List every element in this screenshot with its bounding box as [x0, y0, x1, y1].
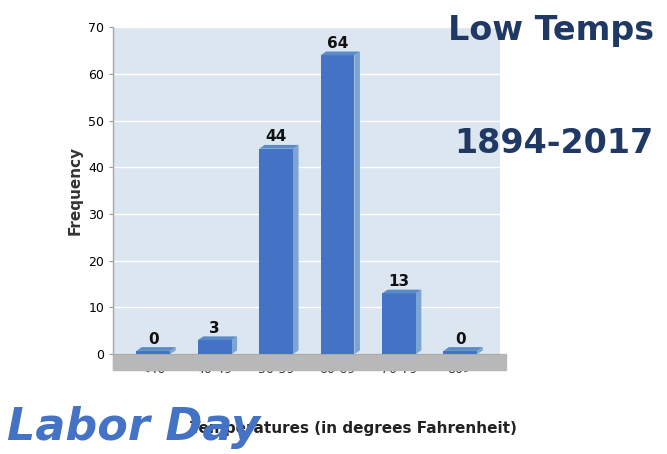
Bar — [382, 293, 416, 354]
Text: Labor Day: Labor Day — [7, 406, 259, 449]
Text: 3: 3 — [209, 321, 220, 336]
Polygon shape — [259, 145, 299, 148]
Polygon shape — [477, 347, 483, 354]
Bar — [444, 351, 477, 354]
Bar — [113, 354, 506, 370]
Text: Temperatures (in degrees Fahrenheit): Temperatures (in degrees Fahrenheit) — [190, 421, 517, 436]
Polygon shape — [231, 336, 237, 354]
Bar — [198, 340, 231, 354]
Polygon shape — [198, 336, 237, 340]
Polygon shape — [354, 51, 360, 354]
Text: Low Temps: Low Temps — [448, 14, 654, 47]
Bar — [259, 148, 293, 354]
Polygon shape — [170, 347, 175, 354]
Polygon shape — [321, 51, 360, 55]
Polygon shape — [382, 290, 422, 293]
Polygon shape — [137, 347, 175, 351]
Text: 0: 0 — [455, 332, 466, 347]
Polygon shape — [416, 290, 422, 354]
Text: 1894-2017: 1894-2017 — [454, 127, 654, 160]
Polygon shape — [444, 347, 483, 351]
Polygon shape — [293, 145, 299, 354]
Bar — [321, 55, 354, 354]
Y-axis label: Frequency: Frequency — [68, 146, 83, 235]
Text: 13: 13 — [388, 274, 410, 289]
Text: 64: 64 — [327, 36, 348, 51]
Text: 0: 0 — [148, 332, 159, 347]
Bar — [137, 351, 170, 354]
Text: 44: 44 — [265, 129, 287, 144]
